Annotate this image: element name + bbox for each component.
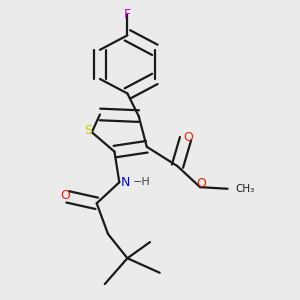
Text: S: S <box>84 124 92 137</box>
Text: O: O <box>196 177 206 190</box>
Text: F: F <box>124 8 131 21</box>
Text: −H: −H <box>133 177 151 187</box>
Text: CH₃: CH₃ <box>236 184 255 194</box>
Text: O: O <box>183 130 193 144</box>
Text: O: O <box>60 189 70 202</box>
Text: N: N <box>121 176 130 189</box>
